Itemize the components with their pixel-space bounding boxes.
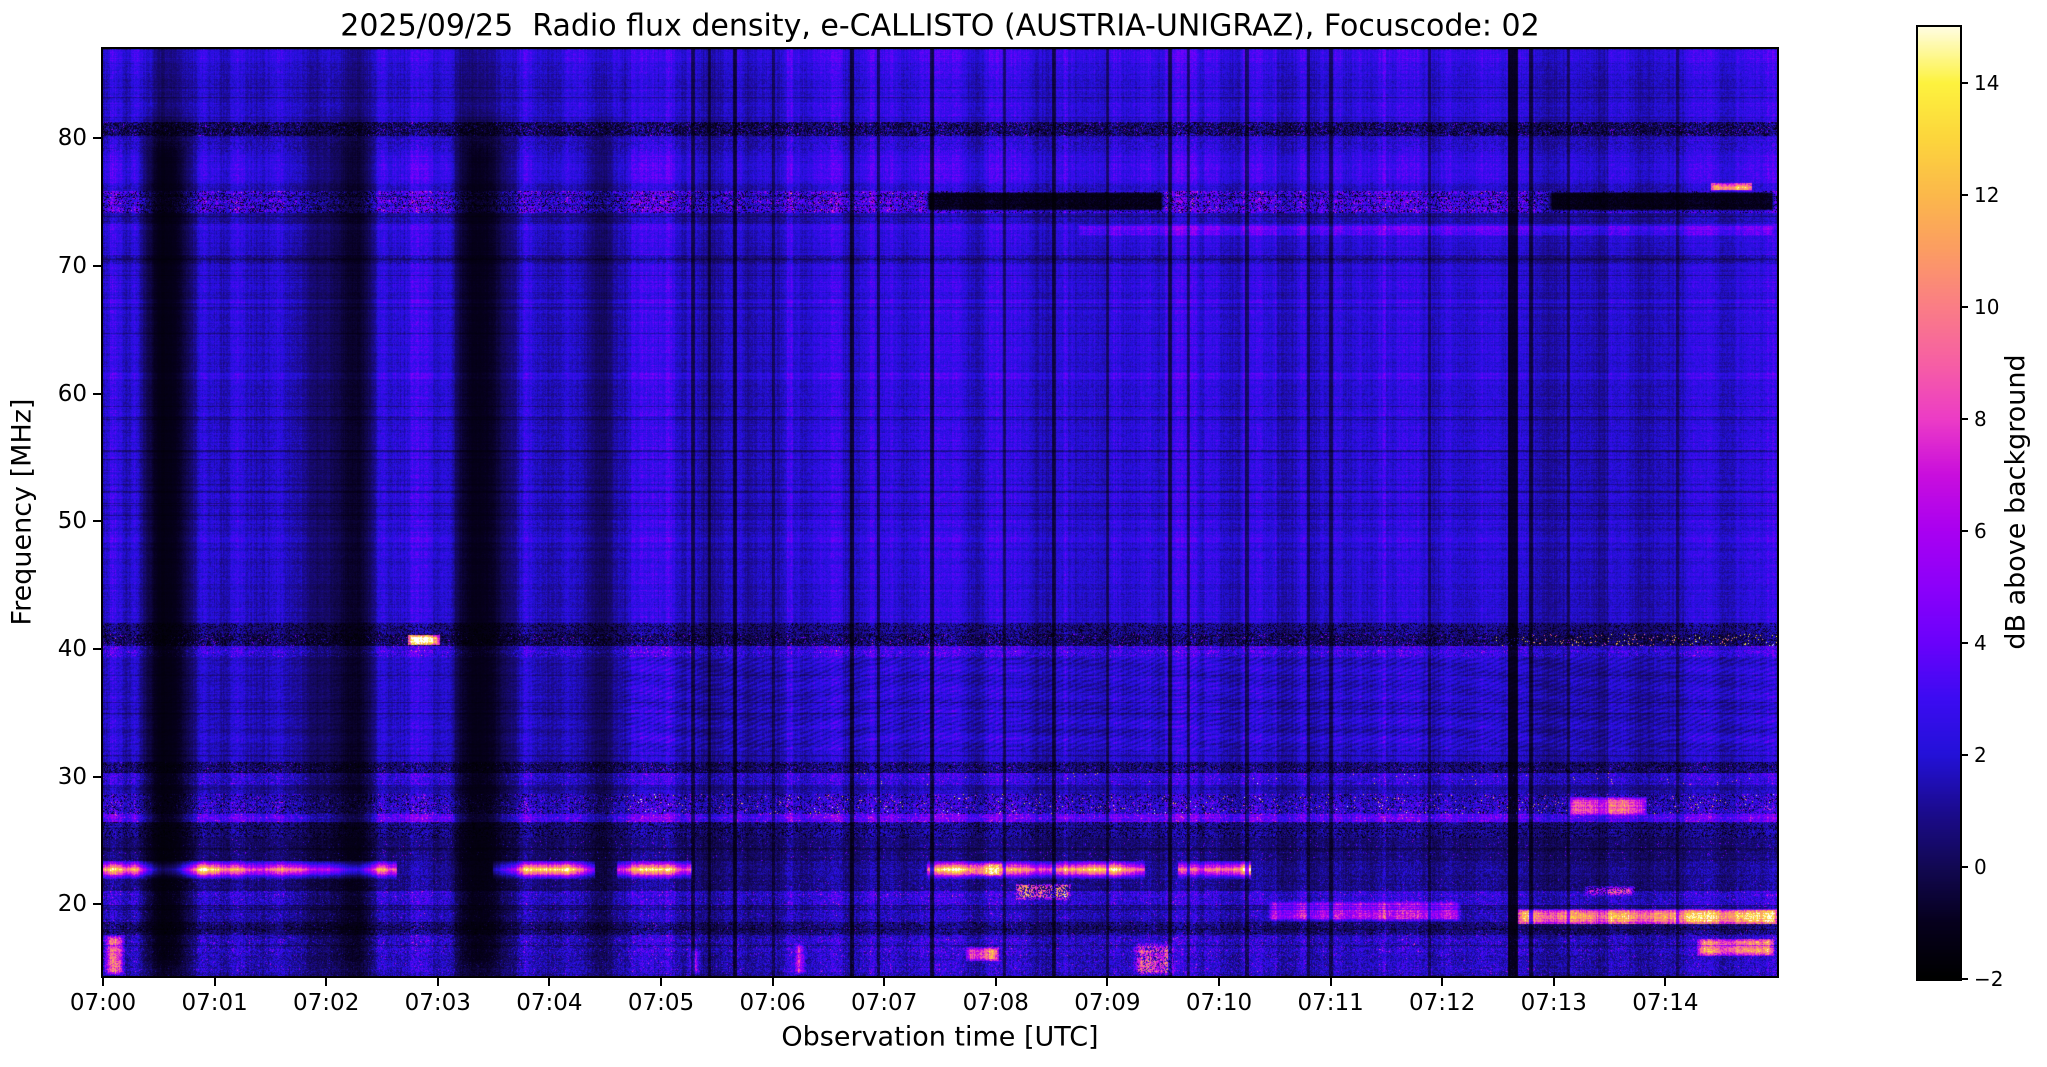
x-tick-mark [994, 976, 997, 986]
y-tick-label: 30 [57, 763, 87, 790]
colorbar-tick-label: 14 [1974, 71, 2000, 95]
colorbar-label: dB above background [2000, 354, 2032, 650]
colorbar-tick-mark [1960, 418, 1968, 420]
x-tick-mark [1552, 976, 1555, 986]
x-tick-mark [325, 976, 328, 986]
colorbar-tick-label: 4 [1974, 631, 1987, 655]
x-tick-mark [1106, 976, 1109, 986]
x-tick-label: 07:05 [627, 990, 695, 1016]
colorbar-tick-label: 8 [1974, 407, 1987, 431]
y-tick-label: 40 [57, 636, 87, 663]
x-tick-label: 07:07 [851, 990, 918, 1016]
x-tick-label: 07:02 [293, 990, 360, 1016]
x-tick-label: 07:11 [1297, 990, 1364, 1016]
y-tick-mark [93, 903, 103, 906]
colorbar-tick-mark [1960, 642, 1968, 644]
x-tick-label: 07:06 [739, 990, 806, 1016]
colorbar-tick-label: 10 [1974, 295, 2000, 319]
colorbar-tick-label: 6 [1974, 519, 1987, 543]
x-tick-label: 07:13 [1520, 990, 1587, 1016]
x-tick-mark [771, 976, 774, 986]
colorbar-tick-label: 2 [1974, 743, 1987, 767]
x-tick-mark [102, 976, 104, 986]
colorbar-tick-mark [1960, 194, 1968, 196]
x-tick-label: 07:04 [516, 990, 583, 1016]
colorbar-tick-mark [1960, 754, 1968, 756]
x-tick-mark [1329, 976, 1332, 986]
colorbar-tick-mark [1960, 978, 1968, 980]
y-tick-label: 70 [57, 253, 87, 280]
colorbar-tick-mark [1960, 530, 1968, 532]
chart-title: 2025/09/25 Radio flux density, e-CALLIST… [340, 8, 1540, 44]
y-tick-mark [93, 520, 103, 523]
y-tick-mark [93, 648, 103, 651]
spectrogram-heatmap-canvas [101, 47, 1779, 978]
x-tick-label: 07:01 [181, 990, 248, 1016]
x-tick-label: 07:03 [404, 990, 471, 1016]
x-tick-label: 07:10 [1185, 990, 1253, 1016]
x-tick-mark [1441, 976, 1444, 986]
x-tick-label: 07:00 [69, 990, 137, 1016]
x-tick-mark [660, 976, 662, 986]
colorbar-gradient-canvas [1916, 25, 1962, 981]
x-tick-mark [883, 976, 886, 986]
x-tick-label: 07:12 [1409, 990, 1476, 1016]
y-tick-mark [93, 265, 103, 268]
y-axis-label: Frequency [MHz] [6, 398, 38, 626]
colorbar-tick-mark [1960, 866, 1968, 868]
y-tick-mark [93, 392, 103, 395]
colorbar-tick-label: 0 [1974, 855, 1987, 879]
x-axis-label: Observation time [UTC] [781, 1021, 1099, 1053]
x-tick-mark [213, 976, 216, 986]
y-tick-label: 20 [57, 891, 87, 918]
y-tick-mark [93, 137, 103, 140]
x-tick-label: 07:09 [1074, 990, 1141, 1016]
x-tick-mark [436, 976, 439, 986]
y-tick-label: 60 [57, 380, 87, 407]
x-tick-label: 07:08 [962, 990, 1029, 1016]
x-tick-mark [1218, 976, 1220, 986]
colorbar-tick-mark [1960, 82, 1968, 84]
x-tick-mark [1664, 976, 1667, 986]
y-tick-label: 80 [57, 125, 87, 152]
y-tick-mark [93, 775, 103, 778]
y-tick-label: 50 [57, 508, 87, 535]
colorbar-tick-label: 12 [1974, 183, 2000, 207]
colorbar-tick-label: −2 [1974, 967, 2004, 991]
x-tick-mark [548, 976, 551, 986]
x-tick-label: 07:14 [1632, 990, 1699, 1016]
colorbar-tick-mark [1960, 306, 1968, 308]
